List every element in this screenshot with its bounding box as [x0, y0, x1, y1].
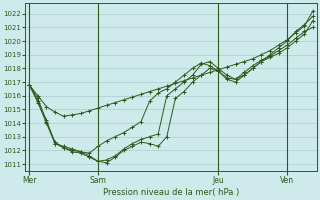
X-axis label: Pression niveau de la mer( hPa ): Pression niveau de la mer( hPa )	[103, 188, 239, 197]
